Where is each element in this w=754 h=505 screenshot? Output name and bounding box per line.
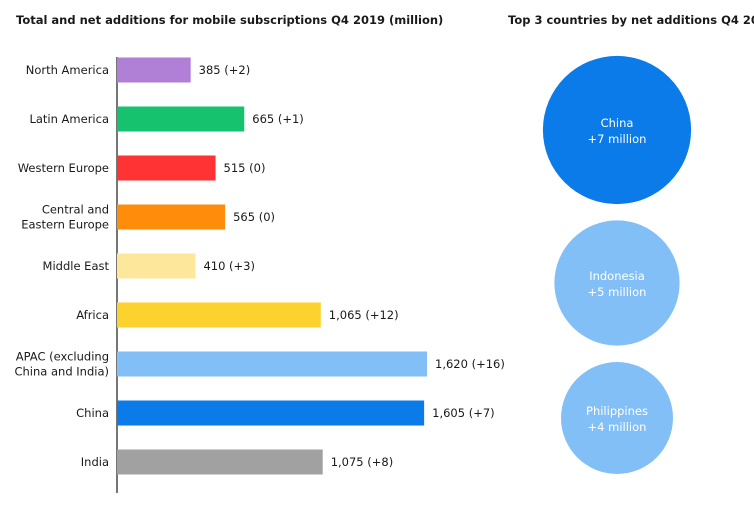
bubble-value-label-0: +7 million: [588, 132, 647, 146]
data-label-8: 1,075 (+8): [331, 455, 394, 469]
bar-7: [117, 400, 425, 426]
category-label-1: Latin America: [29, 112, 109, 126]
data-label-3: 565 (0): [233, 210, 275, 224]
data-label-5: 1,065 (+12): [329, 308, 399, 322]
bubble-value-label-1: +5 million: [588, 285, 647, 299]
bar-0: [117, 57, 191, 83]
category-label-0: North America: [26, 63, 109, 77]
bar-3: [117, 204, 226, 230]
bar-4: [117, 253, 196, 279]
bubble-indonesia: [554, 220, 680, 346]
data-label-0: 385 (+2): [199, 63, 251, 77]
bubble-country-label-2: Philippines: [586, 404, 648, 418]
bubble-value-label-2: +4 million: [588, 420, 647, 434]
bubble-philippines: [561, 362, 673, 474]
data-label-1: 665 (+1): [252, 112, 304, 126]
data-label-2: 515 (0): [224, 161, 266, 175]
category-label-8: India: [81, 455, 109, 469]
bubble-chart-title: Top 3 countries by net additions Q4 2019: [508, 13, 754, 27]
bar-6: [117, 351, 427, 377]
category-label-7: China: [76, 406, 109, 420]
category-label-4: Middle East: [43, 259, 110, 273]
category-label-2: Western Europe: [18, 161, 109, 175]
category-label-5: Africa: [76, 308, 109, 322]
bar-5: [117, 302, 321, 328]
data-label-6: 1,620 (+16): [435, 357, 505, 371]
bar-1: [117, 106, 245, 132]
bubble-country-label-0: China: [601, 116, 634, 130]
bubble-china: [542, 55, 692, 205]
bubble-country-label-1: Indonesia: [589, 269, 645, 283]
data-label-4: 410 (+3): [203, 259, 255, 273]
category-label-6: APAC (excluding China and India): [14, 350, 109, 379]
bar-2: [117, 155, 216, 181]
bar-chart-title: Total and net additions for mobile subsc…: [16, 13, 444, 27]
data-label-7: 1,605 (+7): [432, 406, 495, 420]
bar-8: [117, 449, 323, 475]
category-label-3: Central and Eastern Europe: [21, 203, 109, 232]
